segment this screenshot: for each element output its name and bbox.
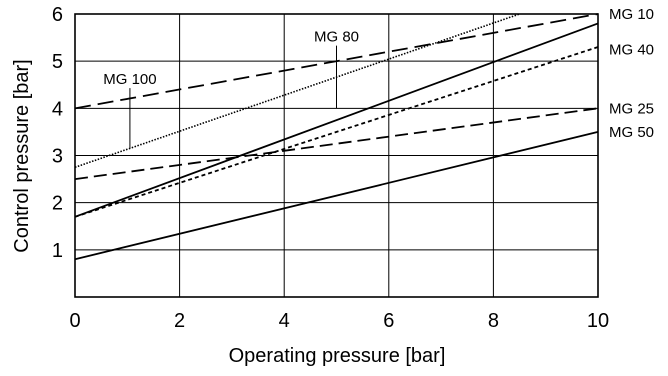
series-label: MG 100 xyxy=(103,71,156,88)
y-tick-label: 6 xyxy=(52,4,63,26)
series-line-mg-40 xyxy=(74,46,599,218)
plot-frame xyxy=(74,13,599,298)
x-tick-labels: 0 2 4 6 8 10 xyxy=(69,310,609,332)
series-label: MG 25 xyxy=(609,100,654,117)
y-tick-label: 3 xyxy=(52,146,63,168)
x-tick-label: 10 xyxy=(587,310,609,332)
series-label: MG 40 xyxy=(609,41,654,58)
x-tick-label: 8 xyxy=(488,310,499,332)
x-axis-label: Operating pressure [bar] xyxy=(229,345,446,367)
series-line-mg-80 xyxy=(74,13,520,169)
x-tick-label: 6 xyxy=(383,310,394,332)
x-tick-label: 2 xyxy=(174,310,185,332)
series-line-mg-50 xyxy=(74,131,599,261)
y-tick-label: 1 xyxy=(52,240,63,262)
series-label: MG 50 xyxy=(609,124,654,141)
series-label: MG 80 xyxy=(314,29,359,46)
series-line-mg-10 xyxy=(74,22,599,218)
series-line-mg-25 xyxy=(74,107,599,180)
y-tick-label: 4 xyxy=(52,98,63,120)
y-axis-label: Control pressure [bar] xyxy=(11,59,33,252)
x-tick-label: 0 xyxy=(69,310,80,332)
y-tick-label: 5 xyxy=(52,51,63,73)
series-labels: MG 10 MG 40 MG 25 MG 50 MG 80 MG 100 xyxy=(103,6,654,141)
series-label: MG 10 xyxy=(609,6,654,23)
x-tick-label: 4 xyxy=(279,310,290,332)
y-tick-labels: 1 2 3 4 5 6 xyxy=(52,4,63,262)
label-leaders xyxy=(129,45,337,149)
y-tick-label: 2 xyxy=(52,193,63,215)
